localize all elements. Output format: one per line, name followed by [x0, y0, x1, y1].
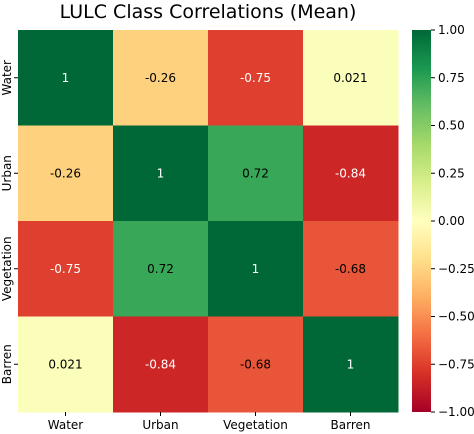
heatmap-cells: 1 -0.26 -0.75 0.021 -0.26 1 0.72 -0.84 -0.75 0.72… [18, 30, 399, 413]
colorbar-tick-label: 0.50 [438, 119, 465, 133]
cell-value-label: -0.26 [50, 166, 81, 180]
heatmap-cell [303, 125, 399, 222]
colorbar-tick-label: −0.75 [438, 357, 474, 371]
heatmap-cell [113, 316, 209, 413]
colorbar-tick-label: −0.25 [438, 262, 474, 276]
cell-value-label: -0.84 [145, 357, 176, 371]
y-axis-ticks: Water Urban Vegetation Barren [0, 60, 18, 384]
cell-value-label: 1 [62, 71, 70, 85]
cell-value-label: -0.75 [240, 71, 271, 85]
cell-value-label: -0.75 [50, 262, 81, 276]
colorbar-tick-label: 0.75 [438, 71, 465, 85]
cell-value-label: -0.68 [240, 357, 271, 371]
x-tick-label: Urban [142, 418, 178, 432]
cell-value-label: 0.72 [242, 166, 269, 180]
colorbar-ticks: 1.00 0.75 0.50 0.25 0.00 −0.25 −0.50 −0.75 −1.00 [431, 23, 474, 419]
heatmap-cell [303, 221, 399, 317]
cell-value-label: 0.72 [147, 262, 174, 276]
x-tick-label: Water [48, 418, 84, 432]
colorbar-tick-label: 0.25 [438, 166, 465, 180]
y-tick-label: Barren [0, 344, 14, 384]
heatmap-cell [113, 125, 209, 222]
cell-value-label: 1 [347, 357, 355, 371]
heatmap-cell [208, 125, 304, 222]
colorbar [412, 30, 431, 412]
cell-value-label: 0.021 [48, 357, 82, 371]
cell-value-label: -0.68 [335, 262, 366, 276]
cell-value-label: -0.84 [335, 166, 366, 180]
heatmap-cell [208, 316, 304, 413]
colorbar-tick-label: −1.00 [438, 405, 474, 419]
heatmap-cell [18, 125, 114, 222]
x-tick-label: Vegetation [223, 418, 288, 432]
heatmap-cell [208, 221, 304, 317]
heatmap-cell [303, 30, 399, 126]
x-tick-label: Barren [331, 418, 371, 432]
cell-value-label: 1 [157, 166, 165, 180]
heatmap-cell [113, 30, 209, 126]
x-axis-ticks: Water Urban Vegetation Barren [48, 412, 371, 432]
y-tick-label: Water [0, 60, 14, 96]
y-tick-label: Vegetation [0, 236, 14, 301]
heatmap-cell [18, 30, 114, 126]
y-tick-label: Urban [0, 155, 14, 191]
colorbar-tick-label: −0.50 [438, 310, 474, 324]
heatmap-cell [303, 316, 399, 413]
heatmap-cell [18, 316, 114, 413]
cell-value-label: 0.021 [333, 71, 367, 85]
heatmap-cell [18, 221, 114, 317]
heatmap-cell [113, 221, 209, 317]
heatmap-cell [208, 30, 304, 126]
chart-title: LULC Class Correlations (Mean) [60, 1, 357, 23]
colorbar-tick-label: 0.00 [438, 214, 465, 228]
cell-value-label: -0.26 [145, 71, 176, 85]
colorbar-tick-label: 1.00 [438, 23, 465, 37]
cell-value-label: 1 [252, 262, 260, 276]
